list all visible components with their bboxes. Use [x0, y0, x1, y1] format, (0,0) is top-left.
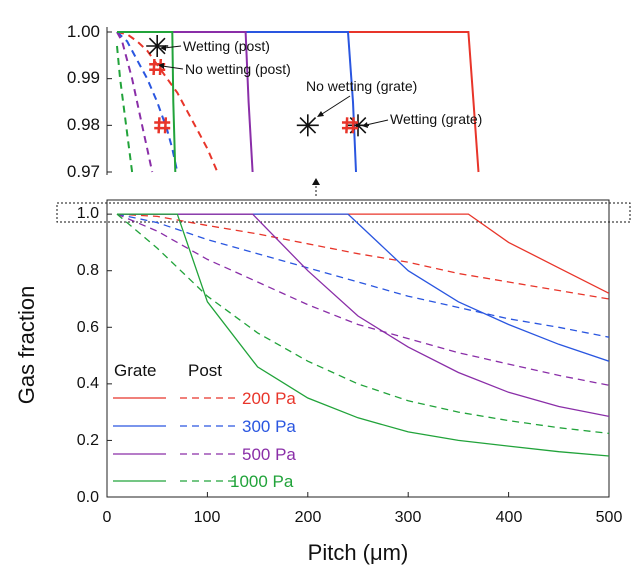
main-series-group	[116, 213, 609, 457]
x-tick-label: 400	[496, 509, 523, 526]
series-line-200pa-post-dashed	[116, 213, 609, 300]
legend: Grate Post 200 Pa 300 Pa 500 Pa 1000 Pa	[113, 361, 296, 491]
annotation-wetting-post: Wetting (post)	[183, 38, 270, 54]
series-line-200pa-grate-solid	[117, 31, 480, 173]
inset-y-tick-label: 0.99	[67, 68, 100, 87]
y-tick-label: 0.4	[77, 375, 99, 392]
y-tick-label: 0.6	[77, 319, 99, 336]
hash-marker-extra-1	[341, 117, 358, 134]
zoom-connector	[56, 178, 631, 223]
annotation-no-wetting-post: No wetting (post)	[185, 61, 291, 77]
x-axis-label: Pitch (μm)	[308, 540, 409, 565]
y-tick-label: 0.2	[77, 432, 99, 449]
legend-header-grate: Grate	[114, 361, 157, 380]
series-line-500pa-grate-solid	[117, 213, 609, 418]
series-line-300pa-grate-solid	[117, 213, 609, 362]
legend-label-200pa: 200 Pa	[242, 389, 296, 408]
annotation-arrow	[365, 119, 389, 126]
inset-series-group	[116, 31, 480, 173]
series-line-300pa-post-dashed	[116, 213, 609, 338]
annotation-no-wetting-grate: No wetting (grate)	[306, 78, 417, 94]
x-tick-label: 200	[295, 509, 322, 526]
series-line-1000pa-post-dashed	[116, 45, 134, 173]
legend-label-500pa: 500 Pa	[242, 445, 296, 464]
inset-y-tick-label: 0.98	[67, 115, 100, 134]
star-marker-2	[296, 114, 319, 137]
series-line-500pa-post-dashed	[116, 213, 609, 386]
inset-y-tick-label: 0.97	[67, 162, 100, 181]
legend-label-300pa: 300 Pa	[242, 417, 296, 436]
inset-y-tick-label: 1.00	[67, 22, 100, 41]
zoom-connector-arrowhead	[312, 178, 320, 185]
series-line-500pa-post-dashed	[116, 31, 154, 173]
y-tick-label: 0.8	[77, 262, 99, 279]
series-line-1000pa-grate-solid	[117, 213, 609, 457]
inset-markers-group	[146, 35, 369, 137]
x-tick-label: 0	[103, 509, 112, 526]
series-line-500pa-grate-solid	[117, 31, 254, 173]
annotation-arrow	[163, 45, 182, 49]
y-tick-label: 1.0	[77, 205, 99, 222]
legend-swatches	[113, 397, 236, 482]
x-tick-label: 300	[395, 509, 422, 526]
annotation-arrowhead	[158, 63, 164, 69]
y-tick-label: 0.0	[77, 489, 99, 506]
x-tick-label: 100	[194, 509, 221, 526]
annotation-arrow	[161, 65, 184, 70]
y-axis-label: Gas fraction	[14, 286, 39, 405]
series-line-200pa-post-dashed	[116, 31, 219, 173]
series-line-1000pa-grate-solid	[117, 31, 177, 173]
annotation-arrowhead	[160, 45, 166, 51]
main-tick-marks	[106, 213, 610, 498]
series-line-300pa-post-dashed	[116, 31, 179, 173]
legend-label-1000pa: 1000 Pa	[230, 472, 294, 491]
series-line-200pa-grate-solid	[117, 213, 609, 294]
annotation-arrowhead	[362, 122, 368, 128]
series-line-1000pa-post-dashed	[116, 213, 609, 435]
annotation-arrow	[321, 95, 351, 115]
legend-header-post: Post	[188, 361, 222, 380]
annotation-wetting-grate: Wetting (grate)	[390, 111, 482, 127]
inset-panel: 1.00 0.99 0.98 0.97 Wetting (post) No we…	[67, 22, 482, 181]
inset-y-tick-marks	[107, 31, 112, 173]
x-tick-label: 500	[596, 509, 623, 526]
main-plot-frame	[106, 199, 610, 498]
main-panel: 0.0 0.2 0.4 0.6 0.8 1.0 0 100 200 300 40…	[14, 199, 623, 565]
hash-marker-extra-0	[154, 117, 171, 134]
annotation-arrowhead	[317, 111, 324, 117]
